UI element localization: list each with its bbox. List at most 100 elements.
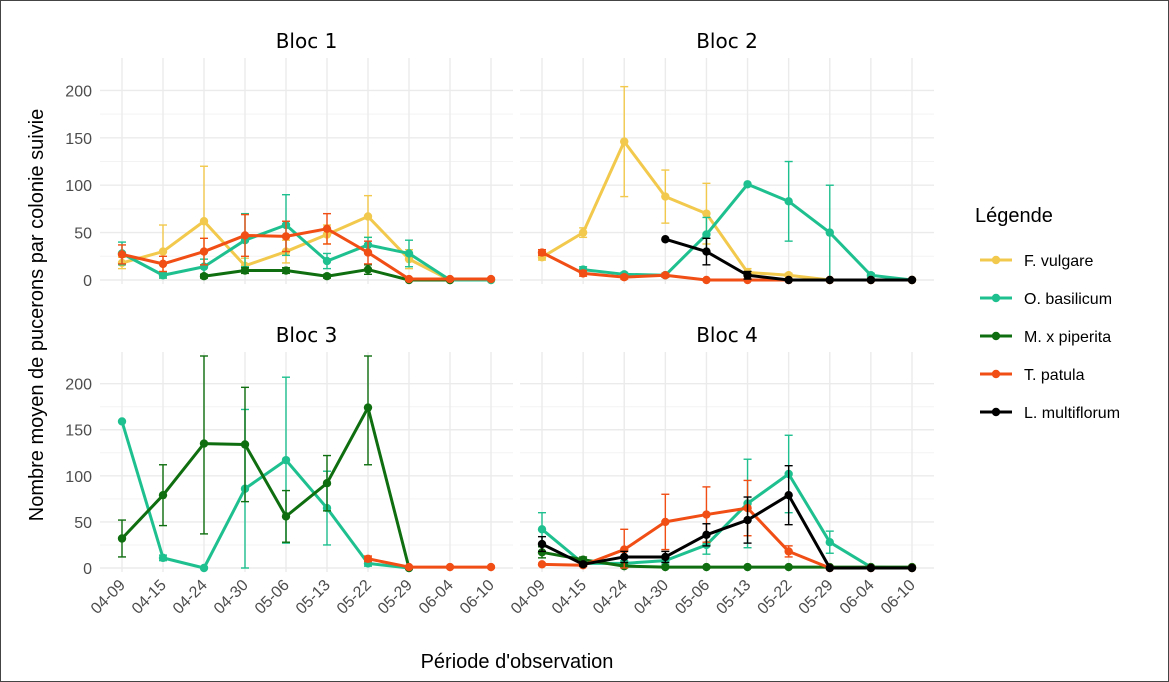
data-point [117,417,127,426]
series-line [120,406,411,569]
x-tick-label: 06-10 [457,577,498,618]
data-point [661,235,670,244]
data-point [117,534,127,543]
series-line [367,557,491,569]
data-point [702,275,711,285]
data-point [578,228,588,237]
data-point [825,537,834,547]
x-tick-label: 05-22 [334,577,375,618]
y-tick-label: 0 [83,273,92,290]
legend-entry-label: L. multiflorum [1024,405,1120,422]
y-tick-label: 150 [65,131,92,148]
data-point [199,217,209,226]
data-point [866,275,876,285]
data-point [743,515,752,525]
y-tick-label: 150 [65,423,92,440]
data-point [363,248,373,257]
x-tick-label: 06-10 [878,577,919,618]
data-point [825,228,834,237]
series-o-basilicum [117,193,496,285]
data-point [322,479,332,488]
data-point [702,230,711,239]
data-point [825,275,834,285]
legend-key-point [991,407,1001,417]
data-point [702,209,711,218]
panel-title: Bloc 4 [696,323,758,347]
x-tick-label: 06-04 [416,577,457,618]
data-point [784,275,793,285]
data-point [281,266,291,275]
legend-key-point [991,255,1001,265]
legend-key-point [991,331,1001,341]
x-tick-label: 04-15 [129,577,170,618]
legend-entry-label: M. x piperita [1024,329,1111,346]
legend-title: Légende [975,205,1053,227]
series-t-patula [363,554,496,572]
panel-title: Bloc 1 [276,29,338,53]
data-point [281,512,291,521]
x-tick-label: 06-04 [837,577,878,618]
legend-entry-label: O. basilicum [1024,291,1112,308]
data-point [404,274,414,284]
data-point [363,403,373,412]
data-point [578,560,588,569]
data-point [537,248,547,257]
data-point [404,249,414,258]
x-tick-label: 04-09 [88,577,129,618]
data-point [743,562,752,572]
x-tick-label: 04-24 [170,577,211,618]
data-point [158,490,168,500]
panel-title: Bloc 2 [696,29,758,53]
series-t-patula [117,212,496,284]
x-tick-label: 04-24 [590,577,631,618]
data-point [825,563,834,573]
y-tick-label: 50 [74,226,92,243]
data-point [199,439,209,448]
x-tick-label: 05-06 [672,577,713,618]
y-tick-label: 100 [65,469,92,486]
series-line [121,227,491,281]
series-l-multiflorum [537,464,917,573]
y-tick-label: 200 [65,83,92,100]
data-point [784,490,793,500]
x-tick-label: 04-30 [631,577,672,618]
data-point [158,247,168,256]
data-point [702,530,711,540]
series-m-x-piperita [117,355,414,573]
data-point [784,547,793,556]
panel-4: Bloc 404-09 04-15 04-24 04-30 05-06 05-13 05-2… [508,323,934,618]
data-point [158,553,168,563]
data-point [907,563,917,573]
data-point [445,274,455,284]
data-point [702,562,711,572]
x-tick-label: 04-09 [508,577,549,618]
data-point [486,562,496,572]
panel-title: Bloc 3 [276,323,338,347]
series-f-vulgare [117,165,496,285]
data-point [784,197,793,206]
y-axis-label: Nombre moyen de pucerons par colonie sui… [26,109,48,521]
data-point [322,224,332,234]
data-point [537,560,547,569]
data-point [240,266,250,275]
series-line [541,472,913,570]
data-point [784,562,793,572]
y-tick-label: 0 [83,561,92,578]
series-l-multiflorum [661,235,917,285]
x-tick-label: 05-13 [713,577,754,618]
data-point [158,271,168,280]
data-point [363,265,373,274]
series-o-basilicum [537,434,917,573]
data-point [404,562,414,572]
data-point [702,510,711,519]
data-point [743,180,752,189]
data-point [322,256,332,266]
data-point [661,517,670,527]
data-point [866,563,876,573]
data-point [537,539,547,549]
panel-2: Bloc 2 [520,29,934,285]
x-tick-label: 05-13 [293,577,334,618]
data-point [537,548,547,557]
